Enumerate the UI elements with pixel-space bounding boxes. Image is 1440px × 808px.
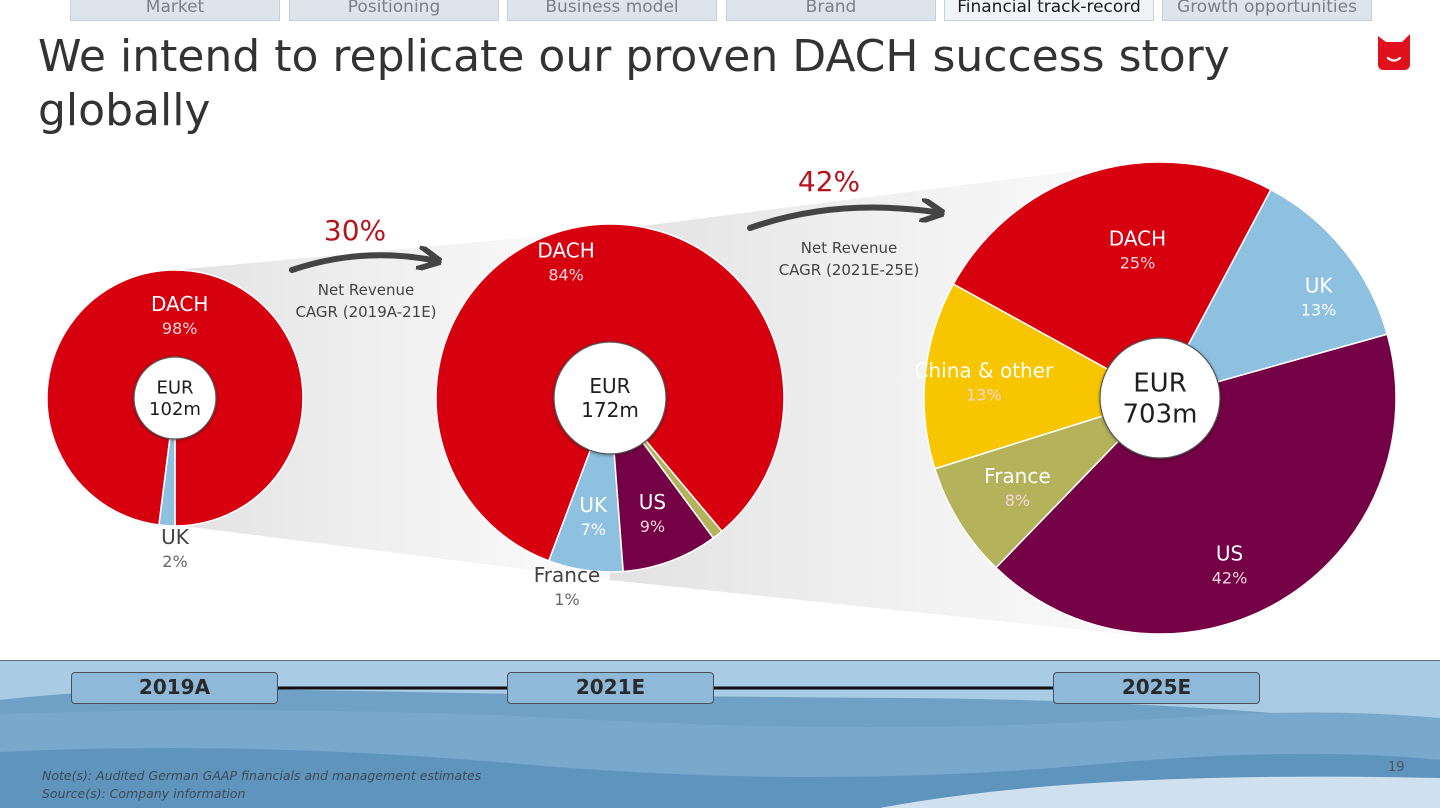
cagr-value-1: 30%	[324, 214, 386, 247]
slice-label-2025e-china-other: China & other	[915, 358, 1054, 382]
page-number: 19	[1388, 760, 1405, 775]
pie-slice-2025e-dach	[952, 161, 1272, 399]
cagr-label-1-line2: CAGR (2019A-21E)	[295, 303, 436, 321]
slice-label-2021e-uk: UK	[579, 493, 608, 517]
slice-label-2021e-dach: DACH	[537, 238, 594, 262]
slice-value-2019a-uk: 2%	[162, 552, 187, 571]
pie-center-2021e	[553, 341, 667, 455]
tab-market[interactable]: Market	[70, 0, 280, 21]
page-title: We intend to replicate our proven DACH s…	[38, 31, 1230, 136]
pie-slice-2025e-france	[934, 397, 1161, 569]
revenue-split-chart: EUR102mDACH98%UK2%EUR172mDACH84%UK7%US9%…	[46, 160, 1397, 638]
slice-value-2021e-dach: 84%	[548, 265, 584, 284]
slice-value-2025e-china-other: 13%	[966, 385, 1002, 404]
cagr-label-1-line1: Net Revenue	[318, 281, 414, 299]
cagr-annotation-2: 42% Net Revenue CAGR (2021E-25E)	[747, 165, 935, 279]
pie-center-label-2019a-1: EUR	[156, 378, 193, 399]
slice-value-2019a-dach: 98%	[162, 319, 198, 338]
year-label-2019a: 2019A	[71, 672, 278, 704]
section-navigation: Market Positioning Business model Brand …	[0, 0, 1440, 22]
slice-value-2025e-france: 8%	[1005, 491, 1030, 510]
cagr-arrow-1	[289, 255, 432, 273]
pie-center-label-2021e-2: 172m	[581, 398, 639, 422]
slice-label-2025e-uk: UK	[1305, 274, 1334, 298]
footnote-note: Note(s): Audited German GAAP financials …	[42, 768, 482, 783]
pie-center-2025e	[1099, 337, 1221, 459]
pie-center-2019a	[133, 356, 217, 440]
tab-positioning[interactable]: Positioning	[289, 0, 499, 21]
cagr-label-2-line1: Net Revenue	[801, 239, 897, 257]
slice-label-2021e-france: France	[534, 563, 601, 587]
slice-value-2021e-us: 9%	[640, 517, 665, 536]
slice-label-2019a-uk: UK	[161, 525, 190, 549]
tab-financial-track-record[interactable]: Financial track-record	[944, 0, 1154, 21]
cagr-label-2-line2: CAGR (2021E-25E)	[779, 261, 920, 279]
footnote-source: Source(s): Company information	[42, 786, 246, 801]
cagr-arrow-2	[747, 208, 935, 231]
pie-center-label-2019a-2: 102m	[149, 399, 201, 420]
slice-label-2025e-dach: DACH	[1109, 227, 1166, 251]
tab-growth-opportunities[interactable]: Growth opportunities	[1162, 0, 1372, 21]
year-label-2025e: 2025E	[1053, 672, 1260, 704]
pie-center-label-2025e-1: EUR	[1133, 369, 1187, 399]
pie-slice-2025e-china-other	[923, 283, 1161, 470]
slice-label-2025e-us: US	[1216, 541, 1243, 565]
year-label-2021e: 2021E	[507, 672, 714, 704]
cagr-annotation-1: 30% Net Revenue CAGR (2019A-21E)	[289, 214, 437, 321]
pie-center-label-2025e-2: 703m	[1123, 400, 1198, 430]
slice-label-2025e-france: France	[984, 464, 1051, 488]
slice-value-2021e-france: 1%	[554, 590, 579, 609]
tab-business-model[interactable]: Business model	[507, 0, 717, 21]
slice-value-2025e-us: 42%	[1212, 568, 1248, 587]
slice-label-2019a-dach: DACH	[151, 292, 208, 316]
pie-slice-2025e-us	[995, 333, 1397, 635]
pie-slice-2025e-uk	[1159, 188, 1388, 399]
slice-label-2021e-us: US	[639, 490, 666, 514]
slice-value-2025e-dach: 25%	[1120, 254, 1156, 273]
cagr-value-2: 42%	[798, 165, 860, 198]
company-logo-icon	[1378, 34, 1410, 70]
tab-brand[interactable]: Brand	[726, 0, 936, 21]
pie-center-label-2021e-1: EUR	[589, 374, 630, 398]
slice-value-2021e-uk: 7%	[581, 520, 606, 539]
pie-charts: EUR102mDACH98%UK2%EUR172mDACH84%UK7%US9%…	[46, 161, 1397, 635]
slice-value-2025e-uk: 13%	[1301, 301, 1337, 320]
